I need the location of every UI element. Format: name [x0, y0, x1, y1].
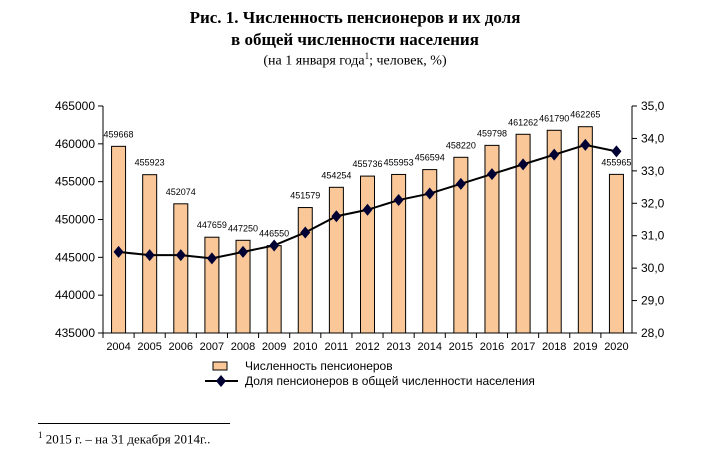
- bar: [235, 239, 251, 334]
- x-tick-label: 2019: [573, 341, 597, 353]
- bar: [297, 207, 313, 334]
- bar: [515, 133, 531, 334]
- x-tick-label: 2016: [480, 341, 504, 353]
- line-marker: [175, 249, 186, 262]
- subtitle-sup: 1: [364, 51, 370, 61]
- legend-bar-label: Численность пенсионеров: [245, 359, 393, 373]
- legend-line-label: Доля пенсионеров в общей численности нас…: [245, 374, 535, 388]
- bar: [577, 126, 593, 334]
- bar: [422, 169, 438, 334]
- bar: [173, 203, 189, 334]
- bar-data-label: 461790: [539, 113, 569, 123]
- footnote-divider: [38, 423, 230, 424]
- left-tick-label: 440000: [55, 288, 95, 302]
- bar: [484, 144, 500, 334]
- bar-data-label: 459668: [104, 129, 134, 139]
- line-marker: [331, 210, 342, 223]
- right-tick-label: 34,0: [641, 131, 665, 145]
- right-tick-label: 28,0: [641, 326, 665, 340]
- bar-data-label: 458220: [446, 140, 476, 150]
- bar: [546, 129, 562, 334]
- line-marker: [362, 203, 373, 216]
- bar: [266, 245, 282, 334]
- line-marker: [144, 249, 155, 262]
- subtitle-text-post: ; человек, %): [369, 53, 447, 69]
- x-tick-label: 2009: [262, 341, 286, 353]
- left-tick-label: 460000: [55, 137, 95, 151]
- x-tick-label: 2008: [231, 341, 255, 353]
- line-marker: [269, 239, 280, 252]
- x-tick-label: 2004: [106, 341, 130, 353]
- x-tick-label: 2013: [386, 341, 410, 353]
- bar: [391, 173, 407, 334]
- bar: [608, 173, 624, 334]
- line-marker: [393, 194, 404, 207]
- line-marker: [486, 168, 497, 181]
- footnote-text: 2015 г. – на 31 декабря 2014г..: [42, 431, 211, 447]
- line-marker: [424, 187, 435, 200]
- right-tick-label: 31,0: [641, 229, 665, 243]
- legend-line-marker: [216, 375, 226, 387]
- left-tick-label: 455000: [55, 175, 95, 189]
- x-tick-label: 2017: [511, 341, 535, 353]
- bar-data-label: 456594: [415, 153, 445, 163]
- x-tick-label: 2011: [325, 341, 349, 353]
- right-tick-label: 35,0: [641, 99, 665, 113]
- right-tick-label: 33,0: [641, 164, 665, 178]
- right-tick-label: 29,0: [641, 294, 665, 308]
- line-marker: [455, 177, 466, 190]
- footnote: 1 2015 г. – на 31 декабря 2014г..: [38, 430, 210, 447]
- bar: [453, 156, 469, 334]
- left-tick-label: 435000: [55, 326, 95, 340]
- bar: [204, 236, 220, 334]
- line-marker: [611, 145, 622, 158]
- line-marker: [580, 138, 591, 151]
- x-tick-label: 2014: [417, 341, 441, 353]
- line-marker: [300, 226, 311, 239]
- bar-data-label: 455923: [135, 158, 165, 168]
- line-marker: [238, 245, 249, 258]
- bar: [360, 175, 375, 334]
- line-marker: [518, 158, 529, 171]
- bar-data-label: 454254: [321, 170, 351, 180]
- bar: [328, 186, 344, 334]
- x-tick-label: 2007: [200, 341, 224, 353]
- bar-data-label: 447659: [197, 220, 227, 230]
- x-tick-label: 2018: [542, 341, 566, 353]
- bar: [111, 145, 127, 334]
- x-tick-label: 2020: [604, 341, 628, 353]
- bar-data-label: 446550: [259, 229, 289, 239]
- bar-data-label: 455953: [384, 157, 414, 167]
- title-line1: Рис. 1. Численность пенсионеров и их дол…: [189, 8, 521, 27]
- x-tick-label: 2015: [449, 341, 473, 353]
- bar-data-label: 455736: [352, 159, 382, 169]
- chart: 435000 440000 445000 450000 455000 460000 4650…: [55, 99, 665, 388]
- right-tick-label: 32,0: [641, 196, 665, 210]
- bar-data-label: 459798: [477, 128, 507, 138]
- x-tick-label: 2012: [355, 341, 379, 353]
- legend-bar-swatch: [212, 361, 228, 371]
- right-tick-label: 30,0: [641, 261, 665, 275]
- left-tick-label: 450000: [55, 213, 95, 227]
- line-marker: [113, 245, 124, 258]
- x-tick-label: 2010: [293, 341, 317, 353]
- x-tick-label: 2006: [169, 341, 193, 353]
- bar-data-label: 452074: [166, 187, 196, 197]
- left-tick-label: 445000: [55, 250, 95, 264]
- bar-data-label: 451579: [290, 191, 320, 201]
- footnote-sup: 1: [38, 430, 43, 440]
- x-tick-label: 2005: [137, 341, 161, 353]
- line-marker: [206, 252, 217, 265]
- title-line2: в общей численности населения: [231, 30, 479, 49]
- bar-data-label: 462265: [570, 110, 600, 120]
- bar-data-label: 455965: [601, 157, 631, 167]
- bar-data-label: 447250: [228, 223, 258, 233]
- line-marker: [549, 148, 560, 161]
- left-tick-label: 465000: [55, 99, 95, 113]
- subtitle: (на 1 января года1; человек, %): [0, 51, 710, 70]
- subtitle-text: (на 1 января года: [263, 53, 365, 69]
- bar-data-label: 461262: [508, 117, 538, 127]
